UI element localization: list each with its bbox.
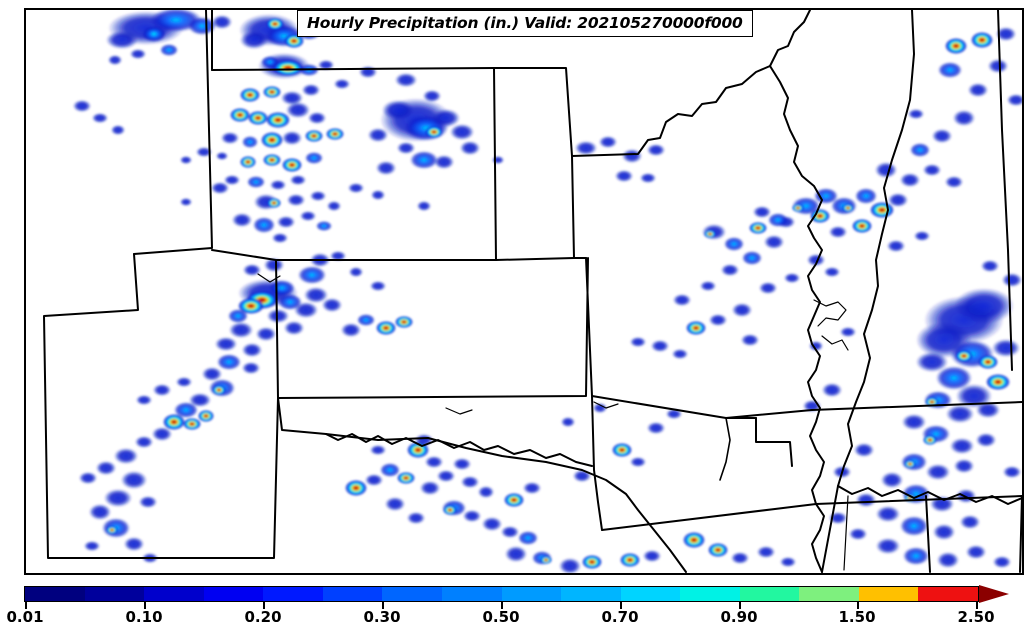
colorbar-tick-1	[144, 602, 146, 609]
precip-cluster-newmexico	[79, 253, 413, 563]
colorbar-label-0.90: 0.90	[720, 608, 758, 626]
colorbar-tick-3	[382, 602, 384, 609]
colorbar-label-0.70: 0.70	[601, 608, 639, 626]
colorbar-label-2.50: 2.50	[957, 608, 995, 626]
colorbar-segment-13	[799, 587, 859, 601]
colorbar-segment-2	[144, 587, 204, 601]
precipitation-map	[26, 10, 1022, 573]
colorbar-segment-11	[680, 587, 740, 601]
colorbar-over-arrow	[979, 585, 1009, 603]
colorbar-segment-5	[322, 587, 383, 601]
colorbar-segment-7	[441, 587, 502, 601]
precip-cluster-kansas-missouri	[575, 136, 800, 359]
colorbar-tick-5	[620, 602, 622, 609]
colorbar-label-0.30: 0.30	[363, 608, 401, 626]
colorbar-tick-7	[857, 602, 859, 609]
precip-cluster-colorado	[221, 14, 374, 233]
colorbar-tick-6	[739, 602, 741, 609]
map-plot-area[interactable]	[24, 8, 1024, 575]
colorbar-tick-0	[25, 602, 27, 609]
precip-scattered-cells	[73, 79, 856, 427]
colorbar-segment-1	[84, 587, 145, 601]
colorbar-segment-8	[501, 587, 562, 601]
precip-cluster-midsouth	[753, 27, 1022, 277]
colorbar-label-1.50: 1.50	[838, 608, 876, 626]
colorbar-gradient[interactable]	[24, 586, 979, 602]
colorbar[interactable]	[24, 585, 1009, 603]
colorbar-segment-3	[203, 587, 264, 601]
colorbar-label-0.20: 0.20	[244, 608, 282, 626]
colorbar-segment-15	[918, 587, 978, 601]
colorbar-segment-6	[382, 587, 442, 601]
colorbar-ticks	[24, 602, 1009, 612]
state-boundaries	[43, 10, 1022, 573]
colorbar-segment-0	[25, 587, 85, 601]
colorbar-tick-4	[501, 602, 503, 609]
colorbar-label-0.50: 0.50	[482, 608, 520, 626]
precip-cluster-nw	[106, 10, 232, 65]
precipitation-field	[73, 10, 1022, 573]
colorbar-label-0.10: 0.10	[125, 608, 163, 626]
precip-cluster-nebraska	[348, 66, 480, 200]
colorbar-tick-labels: 0.01 0.10 0.20 0.30 0.50 0.70 0.90 1.50 2.50	[0, 608, 1033, 630]
colorbar-segment-9	[561, 587, 621, 601]
precip-cluster-southeast	[803, 260, 1022, 568]
colorbar-segment-4	[263, 587, 323, 601]
colorbar-tick-8	[976, 602, 978, 609]
colorbar-tick-2	[263, 602, 265, 609]
colorbar-segment-10	[620, 587, 681, 601]
colorbar-segment-12	[739, 587, 800, 601]
colorbar-segment-14	[858, 587, 919, 601]
colorbar-label-0.01: 0.01	[6, 608, 44, 626]
plot-title: Hourly Precipitation (in.) Valid: 202105…	[297, 10, 753, 37]
